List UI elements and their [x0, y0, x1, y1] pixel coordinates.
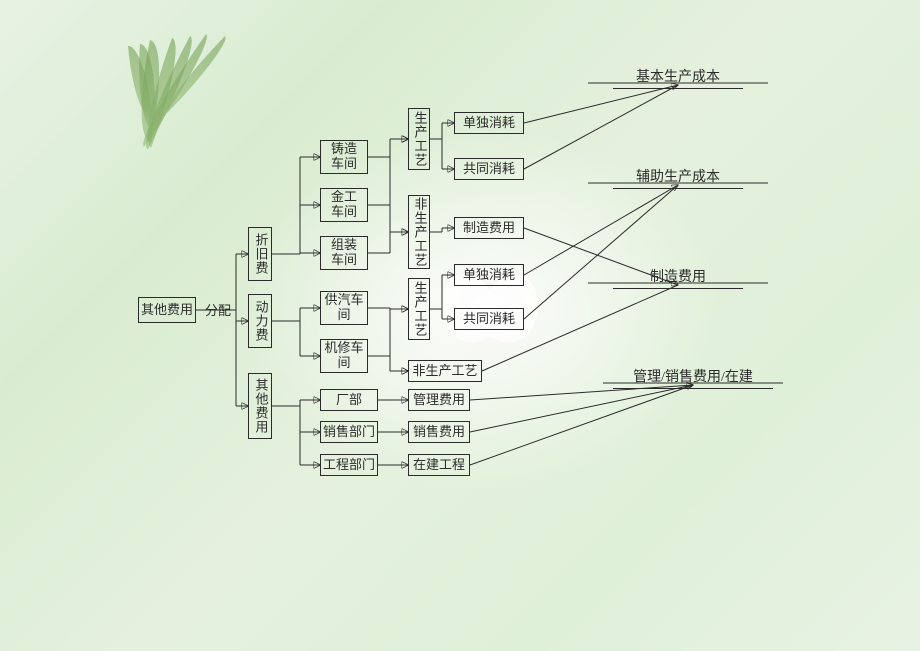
node-gt1: 共同消耗 — [454, 158, 524, 180]
node-gq: 供汽车 间 — [320, 291, 368, 325]
node-dd1: 单独消耗 — [454, 112, 524, 134]
node-dd2: 单独消耗 — [454, 264, 524, 286]
node-fscgy1: 非生产工艺 — [408, 195, 430, 269]
edge — [524, 85, 678, 123]
node-jx: 机修车 间 — [320, 339, 368, 373]
dest-label: 管理/销售费用/在建 — [613, 366, 773, 389]
node-xsfy: 销售费用 — [408, 421, 470, 443]
node-label: 共同消耗 — [463, 162, 515, 177]
edge — [470, 385, 693, 465]
node-label: 工程部门 — [323, 458, 375, 473]
node-zhejiu: 折旧费 — [248, 227, 272, 281]
node-other_fee: 其他费用 — [138, 297, 196, 323]
node-label: 单独消耗 — [463, 116, 515, 131]
node-gc_dept: 工程部门 — [320, 454, 378, 476]
node-label: 动力费 — [253, 300, 268, 342]
node-label: 制造费用 — [463, 221, 515, 236]
node-label: 其他费用 — [141, 303, 193, 318]
node-label: 厂部 — [336, 393, 362, 408]
node-scgy2: 生产工艺 — [408, 278, 430, 340]
dest-label: 辅助生产成本 — [613, 166, 743, 189]
node-label: 非生产工艺 — [412, 197, 427, 267]
node-label: 其他费用 — [253, 378, 268, 434]
node-zuz: 组装 车间 — [320, 236, 368, 270]
node-label: 销售部门 — [323, 425, 375, 440]
node-label: 供汽车 间 — [324, 293, 363, 323]
node-label: 在建工程 — [413, 458, 465, 473]
dest-d1: 基本生产成本 — [613, 66, 743, 89]
dest-d2: 辅助生产成本 — [613, 166, 743, 189]
dest-d4: 管理/销售费用/在建 — [613, 366, 773, 389]
node-label: 铸造 车间 — [331, 142, 357, 172]
node-jg: 金工 车间 — [320, 188, 368, 222]
node-gt2: 共同消耗 — [454, 308, 524, 330]
node-label: 销售费用 — [413, 425, 465, 440]
node-label: 单独消耗 — [463, 268, 515, 283]
node-label: 金工 车间 — [331, 190, 357, 220]
node-label: 非生产工艺 — [412, 364, 477, 379]
node-label: 生产工艺 — [412, 111, 427, 167]
dest-label: 基本生产成本 — [613, 66, 743, 89]
node-qita: 其他费用 — [248, 373, 272, 439]
node-xs_dept: 销售部门 — [320, 421, 378, 443]
flowchart-canvas: 其他费用折旧费动力费其他费用铸造 车间金工 车间组装 车间供汽车 间机修车 间厂… — [0, 0, 920, 651]
node-label: 管理费用 — [413, 393, 465, 408]
node-cb: 厂部 — [320, 389, 378, 411]
dest-label: 制造费用 — [613, 266, 743, 289]
node-scgy1: 生产工艺 — [408, 108, 430, 170]
node-label: 生产工艺 — [412, 281, 427, 337]
node-dongli: 动力费 — [248, 294, 272, 348]
node-zz: 铸造 车间 — [320, 140, 368, 174]
node-zjgc: 在建工程 — [408, 454, 470, 476]
edge — [524, 185, 678, 275]
node-label: 组装 车间 — [331, 238, 357, 268]
node-label: 折旧费 — [253, 233, 268, 275]
edge — [470, 385, 693, 432]
node-label: 机修车 间 — [324, 341, 363, 371]
node-zzfy: 制造费用 — [454, 217, 524, 239]
dest-d3: 制造费用 — [613, 266, 743, 289]
text-fenpei: 分配 — [205, 300, 231, 319]
node-label: 共同消耗 — [463, 312, 515, 327]
node-fscgy2: 非生产工艺 — [408, 360, 482, 382]
node-glfy: 管理费用 — [408, 389, 470, 411]
edge — [524, 85, 678, 169]
